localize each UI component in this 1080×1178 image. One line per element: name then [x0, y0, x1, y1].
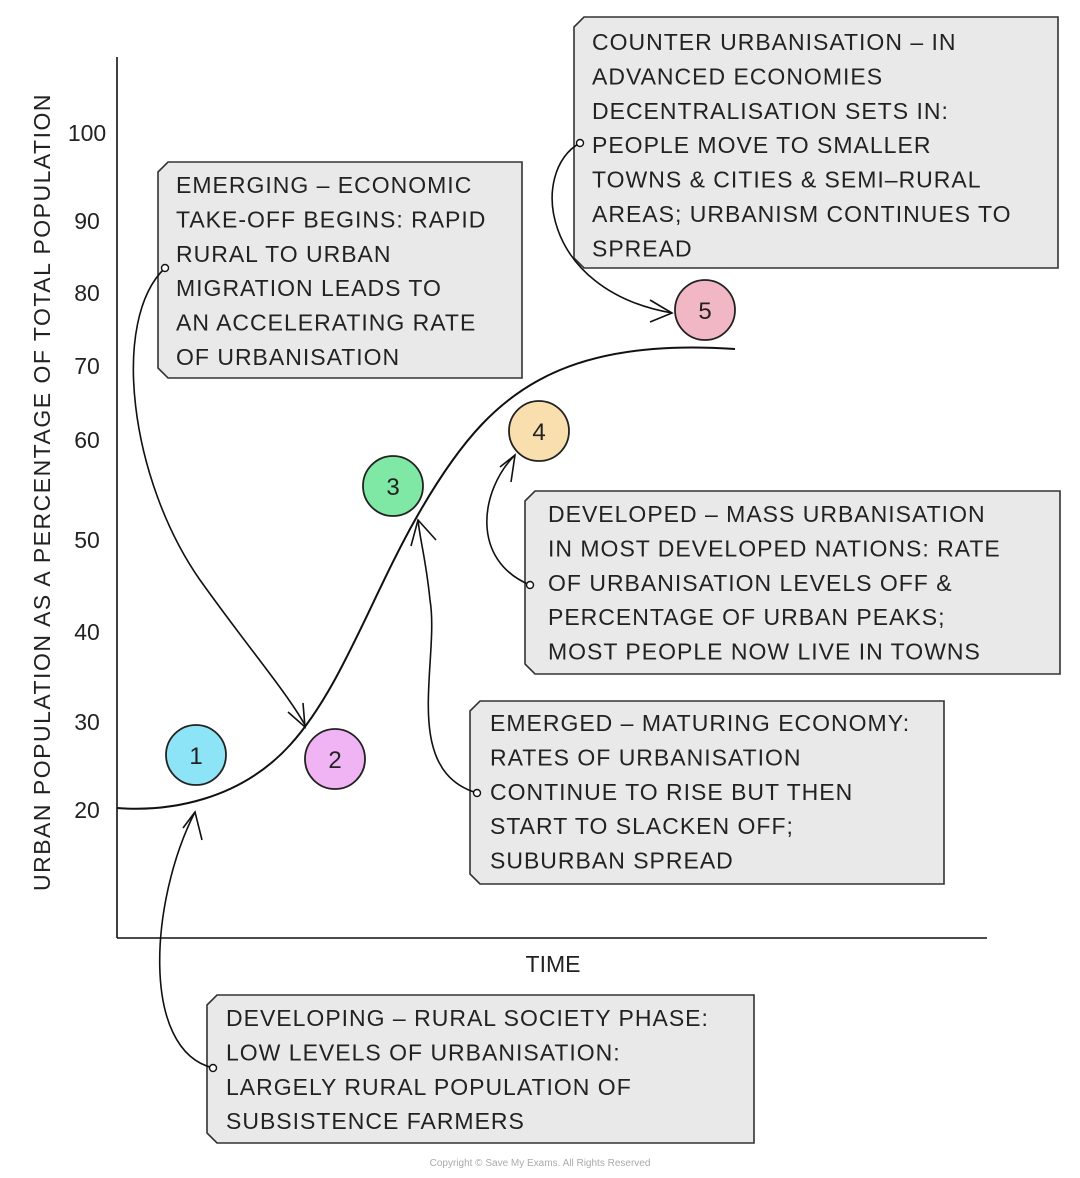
annotation-box-counter: COUNTER URBANISATION – IN ADVANCED ECONOM…	[573, 16, 1059, 269]
stage-number: 4	[532, 419, 545, 446]
y-tick-label: 50	[74, 527, 100, 553]
arrow-developing-to-1	[158, 811, 214, 1069]
annotation-line: AREAS; URBANISM CONTINUES TO	[592, 201, 1012, 227]
y-tick-label: 100	[68, 120, 106, 146]
annotation-line: OF URBANISATION	[176, 344, 400, 370]
arrowhead-icon	[287, 702, 306, 729]
annotation-line: LOW LEVELS OF URBANISATION:	[226, 1039, 621, 1065]
annotation-line: RATES OF URBANISATION	[490, 744, 802, 770]
x-axis-label: TIME	[526, 951, 581, 977]
arrow-counter-to-5	[551, 142, 673, 314]
annotation-line: IN MOST DEVELOPED NATIONS: RATE	[548, 535, 1001, 561]
annotation-line: SPREAD	[592, 235, 693, 261]
annotation-line: DECENTRALISATION SETS IN:	[592, 98, 949, 124]
annotation-box-developing: DEVELOPING – RURAL SOCIETY PHASE: LOW LEV…	[206, 994, 755, 1144]
annotation-line: COUNTER URBANISATION – IN	[592, 29, 957, 55]
stage-number: 2	[328, 747, 341, 774]
y-tick-label: 60	[74, 427, 100, 453]
stage-number: 3	[386, 474, 399, 501]
y-axis-label: URBAN POPULATION AS A PERCENTAGE OF TOTA…	[29, 93, 55, 891]
annotation-line: TAKE-OFF BEGINS: RAPID	[176, 206, 486, 232]
stage-number: 1	[189, 743, 202, 770]
annotation-line: OF URBANISATION LEVELS OFF &	[548, 570, 953, 596]
arrow-emerged-to-3	[417, 519, 478, 794]
arrow-emerging-to-2	[132, 267, 306, 726]
annotation-line: DEVELOPED – MASS URBANISATION	[548, 501, 986, 527]
stage-marker-2: 2	[304, 728, 366, 790]
annotation-line: SUBSISTENCE FARMERS	[226, 1108, 525, 1134]
y-tick-label: 30	[74, 709, 100, 735]
arrowhead-icon	[649, 299, 674, 323]
stage-marker-4: 4	[508, 400, 570, 462]
annotation-line: MIGRATION LEADS TO	[176, 275, 442, 301]
y-tick-label: 80	[74, 280, 100, 306]
arrowhead-icon	[410, 518, 437, 547]
y-tick-label: 20	[74, 797, 100, 823]
annotation-line: DEVELOPING – RURAL SOCIETY PHASE:	[226, 1005, 709, 1031]
annotation-line: START TO SLACKEN OFF;	[490, 813, 794, 839]
annotation-line: LARGELY RURAL POPULATION OF	[226, 1074, 632, 1100]
urbanisation-curve	[116, 346, 736, 810]
stage-marker-3: 3	[362, 455, 424, 517]
stage-number: 5	[698, 298, 711, 325]
y-tick-label: 40	[74, 619, 100, 645]
annotation-line: RURAL TO URBAN	[176, 241, 392, 267]
annotation-box-emerged: EMERGED – MATURING ECONOMY: RATES OF URBA…	[469, 700, 945, 885]
stage-marker-5: 5	[674, 279, 736, 341]
annotation-line: PERCENTAGE OF URBAN PEAKS;	[548, 604, 945, 630]
arrow-developed-to-4	[486, 454, 531, 586]
annotation-box-developed: DEVELOPED – MASS URBANISATION IN MOST DEV…	[524, 490, 1061, 675]
annotation-line: TOWNS & CITIES & SEMI–RURAL	[592, 167, 982, 193]
stage-marker-1: 1	[165, 724, 227, 786]
annotation-line: AN ACCELERATING RATE	[176, 310, 476, 336]
annotation-line: EMERGED – MATURING ECONOMY:	[490, 710, 910, 736]
arrowhead-icon	[182, 810, 203, 841]
annotation-line: EMERGING – ECONOMIC	[176, 172, 472, 198]
annotation-box-emerging: EMERGING – ECONOMIC TAKE-OFF BEGINS: RAPI…	[157, 161, 523, 379]
y-tick-label: 90	[74, 208, 100, 234]
annotation-line: SUBURBAN SPREAD	[490, 848, 734, 874]
annotation-line: PEOPLE MOVE TO SMALLER	[592, 132, 931, 158]
annotation-line: ADVANCED ECONOMIES	[592, 63, 883, 89]
connector-arrows	[132, 138, 674, 1073]
y-tick-label: 70	[74, 353, 100, 379]
copyright-text: Copyright © Save My Exams. All Rights Re…	[430, 1158, 651, 1169]
annotation-line: CONTINUE TO RISE BUT THEN	[490, 779, 853, 805]
arrowhead-icon	[499, 453, 517, 483]
annotation-line: MOST PEOPLE NOW LIVE IN TOWNS	[548, 639, 981, 665]
